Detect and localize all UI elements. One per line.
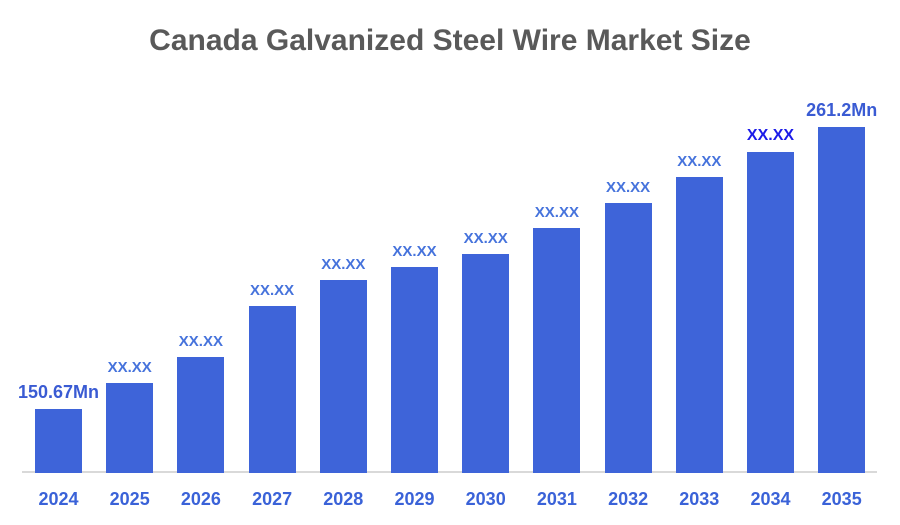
x-axis-line <box>22 471 877 473</box>
value-label-2026: XX.XX <box>178 333 223 350</box>
bar-2034 <box>747 152 794 473</box>
x-tick-label-2026: 2026 <box>180 489 221 509</box>
bar-2025 <box>106 383 154 473</box>
x-tick-label-2031: 2031 <box>536 489 577 509</box>
bar-2027 <box>248 306 296 473</box>
value-label-2034: XX.XX <box>746 127 795 144</box>
x-tick-label-2028: 2028 <box>323 489 364 509</box>
x-tick-label-2035: 2035 <box>821 489 862 509</box>
x-tick-label-2030: 2030 <box>465 489 506 509</box>
bar-2030 <box>462 254 510 473</box>
value-label-2030: XX.XX <box>463 230 508 247</box>
x-tick-label-2034: 2034 <box>750 489 791 509</box>
bar-2024 <box>35 409 82 473</box>
value-label-2032: XX.XX <box>606 179 651 196</box>
chart-title: Canada Galvanized Steel Wire Market Size <box>149 24 751 57</box>
x-tick-label-2033: 2033 <box>679 489 720 509</box>
bar-2032 <box>604 203 652 473</box>
value-label-2025: XX.XX <box>107 359 152 376</box>
value-label-2031: XX.XX <box>534 204 579 221</box>
value-label-2028: XX.XX <box>321 256 366 273</box>
bar-2028 <box>319 280 367 473</box>
value-label-2035: 261.2Mn <box>806 100 878 120</box>
bar-2033 <box>675 177 723 473</box>
bar-2035 <box>818 127 866 473</box>
value-label-2033: XX.XX <box>677 153 722 170</box>
x-tick-label-2032: 2032 <box>608 489 649 509</box>
x-tick-label-2029: 2029 <box>394 489 435 509</box>
x-tick-label-2024: 2024 <box>38 489 79 509</box>
value-label-2027: XX.XX <box>250 282 295 299</box>
x-tick-label-2025: 2025 <box>109 489 150 509</box>
bar-2031 <box>533 228 581 473</box>
bar-2029 <box>391 267 438 473</box>
bar-2026 <box>177 357 225 473</box>
value-label-2029: XX.XX <box>392 243 437 260</box>
value-label-2024: 150.67Mn <box>17 382 100 402</box>
x-tick-label-2027: 2027 <box>252 489 293 509</box>
